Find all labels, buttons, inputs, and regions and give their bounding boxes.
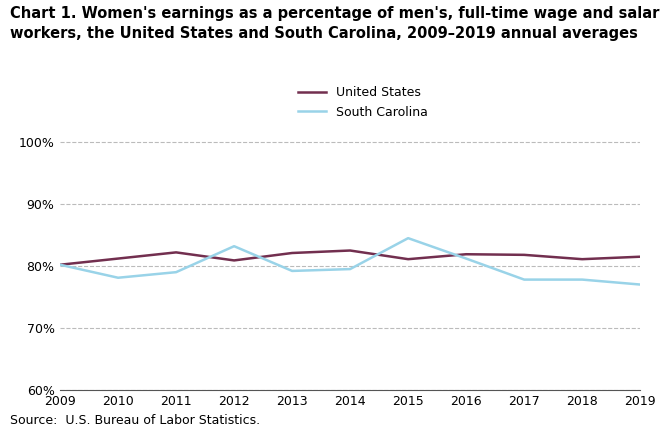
Text: Source:  U.S. Bureau of Labor Statistics.: Source: U.S. Bureau of Labor Statistics. — [10, 414, 260, 427]
Text: Chart 1. Women's earnings as a percentage of men's, full-time wage and salary
wo: Chart 1. Women's earnings as a percentag… — [10, 6, 660, 41]
Legend: United States, South Carolina: United States, South Carolina — [298, 86, 428, 119]
